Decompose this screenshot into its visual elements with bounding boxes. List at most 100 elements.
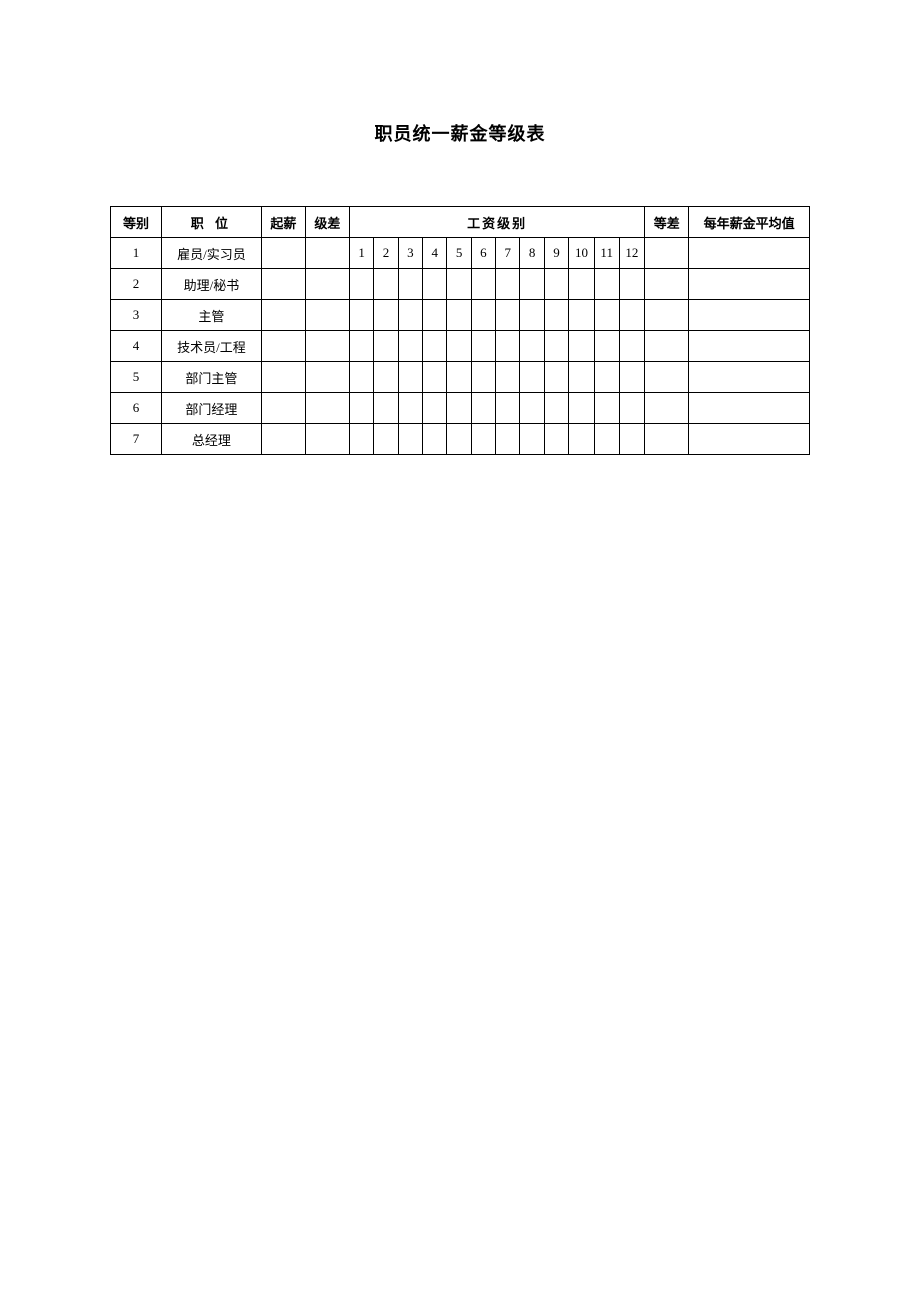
cell-wage-2 bbox=[374, 393, 398, 424]
cell-position: 助理/秘书 bbox=[162, 269, 262, 300]
cell-level-diff2 bbox=[645, 331, 689, 362]
cell-wage-6 bbox=[471, 362, 495, 393]
cell-wage-4 bbox=[423, 362, 447, 393]
cell-wage-8: 8 bbox=[520, 238, 544, 269]
header-wage-level: 工资级别 bbox=[349, 207, 644, 238]
cell-level-diff1 bbox=[305, 269, 349, 300]
cell-wage-6 bbox=[471, 424, 495, 455]
cell-start-salary bbox=[261, 362, 305, 393]
cell-wage-2 bbox=[374, 269, 398, 300]
header-start-salary: 起薪 bbox=[261, 207, 305, 238]
cell-wage-7 bbox=[496, 269, 520, 300]
cell-wage-10 bbox=[569, 362, 595, 393]
cell-wage-8 bbox=[520, 424, 544, 455]
cell-wage-11 bbox=[594, 362, 619, 393]
cell-level: 5 bbox=[111, 362, 162, 393]
table-row: 7 总经理 bbox=[111, 424, 810, 455]
cell-annual-avg bbox=[689, 362, 810, 393]
table-row: 3 主管 bbox=[111, 300, 810, 331]
cell-level-diff2 bbox=[645, 424, 689, 455]
cell-wage-3 bbox=[398, 269, 422, 300]
cell-wage-5 bbox=[447, 331, 471, 362]
cell-wage-5 bbox=[447, 393, 471, 424]
cell-wage-12 bbox=[619, 362, 645, 393]
cell-wage-11 bbox=[594, 331, 619, 362]
table-row: 5 部门主管 bbox=[111, 362, 810, 393]
cell-level-diff1 bbox=[305, 362, 349, 393]
cell-level-diff2 bbox=[645, 393, 689, 424]
cell-level-diff1 bbox=[305, 393, 349, 424]
cell-position: 技术员/工程 bbox=[162, 331, 262, 362]
cell-wage-3 bbox=[398, 362, 422, 393]
cell-annual-avg bbox=[689, 300, 810, 331]
cell-wage-11 bbox=[594, 393, 619, 424]
header-level-diff2: 等差 bbox=[645, 207, 689, 238]
cell-start-salary bbox=[261, 269, 305, 300]
cell-wage-10 bbox=[569, 424, 595, 455]
header-position: 职 位 bbox=[162, 207, 262, 238]
cell-annual-avg bbox=[689, 269, 810, 300]
cell-level-diff2 bbox=[645, 238, 689, 269]
cell-wage-4 bbox=[423, 424, 447, 455]
cell-wage-8 bbox=[520, 393, 544, 424]
cell-wage-4: 4 bbox=[423, 238, 447, 269]
cell-position: 部门主管 bbox=[162, 362, 262, 393]
cell-wage-9 bbox=[544, 300, 568, 331]
cell-position: 主管 bbox=[162, 300, 262, 331]
cell-wage-5 bbox=[447, 424, 471, 455]
cell-wage-1 bbox=[349, 424, 373, 455]
cell-wage-9 bbox=[544, 362, 568, 393]
cell-wage-6: 6 bbox=[471, 238, 495, 269]
cell-wage-1 bbox=[349, 362, 373, 393]
cell-wage-3 bbox=[398, 393, 422, 424]
cell-wage-7 bbox=[496, 300, 520, 331]
cell-level: 3 bbox=[111, 300, 162, 331]
cell-level-diff2 bbox=[645, 362, 689, 393]
cell-annual-avg bbox=[689, 238, 810, 269]
cell-annual-avg bbox=[689, 424, 810, 455]
cell-level-diff1 bbox=[305, 300, 349, 331]
cell-wage-11 bbox=[594, 300, 619, 331]
cell-level-diff1 bbox=[305, 331, 349, 362]
header-level-diff1: 级差 bbox=[305, 207, 349, 238]
cell-position: 雇员/实习员 bbox=[162, 238, 262, 269]
cell-wage-10 bbox=[569, 331, 595, 362]
cell-wage-6 bbox=[471, 269, 495, 300]
cell-wage-6 bbox=[471, 393, 495, 424]
cell-wage-9 bbox=[544, 424, 568, 455]
cell-wage-1 bbox=[349, 393, 373, 424]
cell-start-salary bbox=[261, 424, 305, 455]
cell-wage-9 bbox=[544, 331, 568, 362]
cell-level: 7 bbox=[111, 424, 162, 455]
cell-wage-5: 5 bbox=[447, 238, 471, 269]
cell-wage-12 bbox=[619, 300, 645, 331]
cell-wage-7 bbox=[496, 393, 520, 424]
cell-wage-9 bbox=[544, 393, 568, 424]
cell-wage-5 bbox=[447, 269, 471, 300]
cell-level-diff2 bbox=[645, 269, 689, 300]
header-row: 等别 职 位 起薪 级差 工资级别 等差 每年薪金平均值 bbox=[111, 207, 810, 238]
cell-wage-2 bbox=[374, 331, 398, 362]
cell-level: 1 bbox=[111, 238, 162, 269]
table-row: 1 雇员/实习员 1 2 3 4 5 6 7 8 9 10 11 12 bbox=[111, 238, 810, 269]
cell-start-salary bbox=[261, 238, 305, 269]
cell-level-diff1 bbox=[305, 424, 349, 455]
cell-wage-3 bbox=[398, 331, 422, 362]
cell-wage-7 bbox=[496, 424, 520, 455]
table-row: 2 助理/秘书 bbox=[111, 269, 810, 300]
cell-wage-8 bbox=[520, 300, 544, 331]
cell-wage-10: 10 bbox=[569, 238, 595, 269]
cell-start-salary bbox=[261, 300, 305, 331]
cell-wage-6 bbox=[471, 300, 495, 331]
cell-annual-avg bbox=[689, 393, 810, 424]
cell-wage-1: 1 bbox=[349, 238, 373, 269]
cell-wage-3: 3 bbox=[398, 238, 422, 269]
cell-wage-12: 12 bbox=[619, 238, 645, 269]
cell-wage-1 bbox=[349, 331, 373, 362]
cell-wage-4 bbox=[423, 331, 447, 362]
cell-level-diff1 bbox=[305, 238, 349, 269]
cell-wage-8 bbox=[520, 269, 544, 300]
cell-wage-5 bbox=[447, 362, 471, 393]
cell-position: 部门经理 bbox=[162, 393, 262, 424]
cell-wage-11 bbox=[594, 424, 619, 455]
